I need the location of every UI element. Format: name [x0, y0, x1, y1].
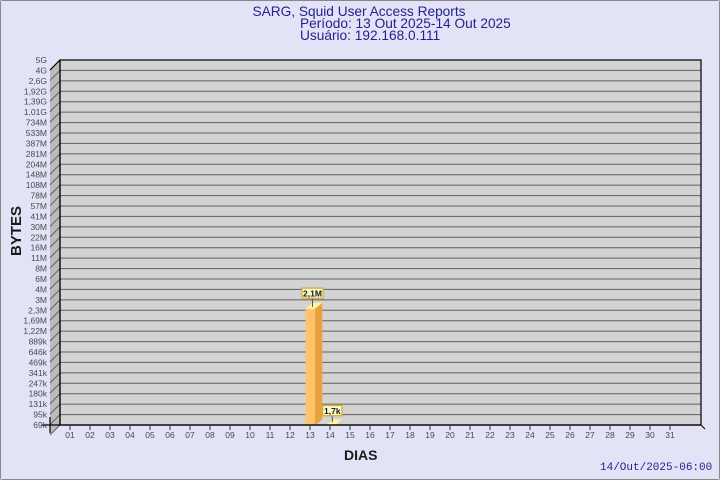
- svg-text:26: 26: [565, 430, 575, 440]
- svg-text:131k: 131k: [29, 399, 48, 409]
- svg-text:25: 25: [545, 430, 555, 440]
- svg-text:30: 30: [645, 430, 655, 440]
- svg-text:24: 24: [525, 430, 535, 440]
- svg-text:341k: 341k: [29, 368, 48, 378]
- svg-text:1,69M: 1,69M: [23, 316, 47, 326]
- svg-text:889k: 889k: [29, 337, 48, 347]
- svg-text:06: 06: [165, 430, 175, 440]
- svg-text:148M: 148M: [26, 170, 47, 180]
- svg-text:03: 03: [105, 430, 115, 440]
- svg-text:469k: 469k: [29, 357, 48, 367]
- svg-text:10: 10: [245, 430, 255, 440]
- svg-text:41M: 41M: [30, 211, 47, 221]
- svg-text:13: 13: [305, 430, 315, 440]
- svg-text:2,3M: 2,3M: [28, 305, 47, 315]
- svg-text:19: 19: [425, 430, 435, 440]
- svg-text:2,6G: 2,6G: [29, 76, 47, 86]
- svg-text:31: 31: [665, 430, 675, 440]
- svg-text:734M: 734M: [26, 118, 47, 128]
- svg-text:1,22M: 1,22M: [23, 326, 47, 336]
- svg-text:22: 22: [485, 430, 495, 440]
- svg-text:05: 05: [145, 430, 155, 440]
- svg-text:28: 28: [605, 430, 615, 440]
- svg-text:18: 18: [405, 430, 415, 440]
- svg-text:14: 14: [325, 430, 335, 440]
- svg-text:108M: 108M: [26, 180, 47, 190]
- svg-text:16M: 16M: [30, 243, 47, 253]
- svg-text:09: 09: [225, 430, 235, 440]
- svg-text:646k: 646k: [29, 347, 48, 357]
- svg-text:11M: 11M: [31, 253, 47, 263]
- svg-text:1,92G: 1,92G: [24, 86, 47, 96]
- svg-text:1,01G: 1,01G: [24, 107, 47, 117]
- svg-text:08: 08: [205, 430, 215, 440]
- svg-text:180k: 180k: [29, 389, 48, 399]
- svg-text:15: 15: [345, 430, 355, 440]
- svg-text:27: 27: [585, 430, 595, 440]
- svg-text:281M: 281M: [26, 149, 47, 159]
- svg-text:387M: 387M: [26, 138, 47, 148]
- svg-text:23: 23: [505, 430, 515, 440]
- svg-text:6M: 6M: [35, 274, 47, 284]
- svg-text:01: 01: [65, 430, 75, 440]
- svg-text:4G: 4G: [36, 65, 47, 75]
- svg-text:78M: 78M: [30, 191, 47, 201]
- svg-text:5G: 5G: [36, 55, 47, 65]
- svg-text:17: 17: [385, 430, 395, 440]
- svg-text:69k: 69k: [33, 420, 47, 430]
- svg-text:247k: 247k: [29, 378, 48, 388]
- svg-text:3M: 3M: [35, 295, 47, 305]
- svg-text:04: 04: [125, 430, 135, 440]
- svg-text:57M: 57M: [30, 201, 47, 211]
- svg-text:4M: 4M: [35, 284, 47, 294]
- svg-text:11: 11: [266, 430, 275, 440]
- svg-text:21: 21: [465, 430, 475, 440]
- svg-text:07: 07: [185, 430, 195, 440]
- svg-text:29: 29: [625, 430, 635, 440]
- svg-text:1,7k: 1,7k: [324, 406, 341, 416]
- svg-text:12: 12: [285, 430, 295, 440]
- svg-text:95k: 95k: [33, 410, 47, 420]
- svg-text:2,1M: 2,1M: [303, 289, 322, 299]
- svg-text:533M: 533M: [26, 128, 47, 138]
- svg-text:22M: 22M: [30, 232, 47, 242]
- svg-text:16: 16: [365, 430, 375, 440]
- svg-text:1,39G: 1,39G: [24, 97, 47, 107]
- svg-text:02: 02: [85, 430, 95, 440]
- svg-text:8M: 8M: [35, 264, 47, 274]
- svg-text:20: 20: [445, 430, 455, 440]
- svg-text:30M: 30M: [30, 222, 47, 232]
- svg-text:204M: 204M: [26, 159, 47, 169]
